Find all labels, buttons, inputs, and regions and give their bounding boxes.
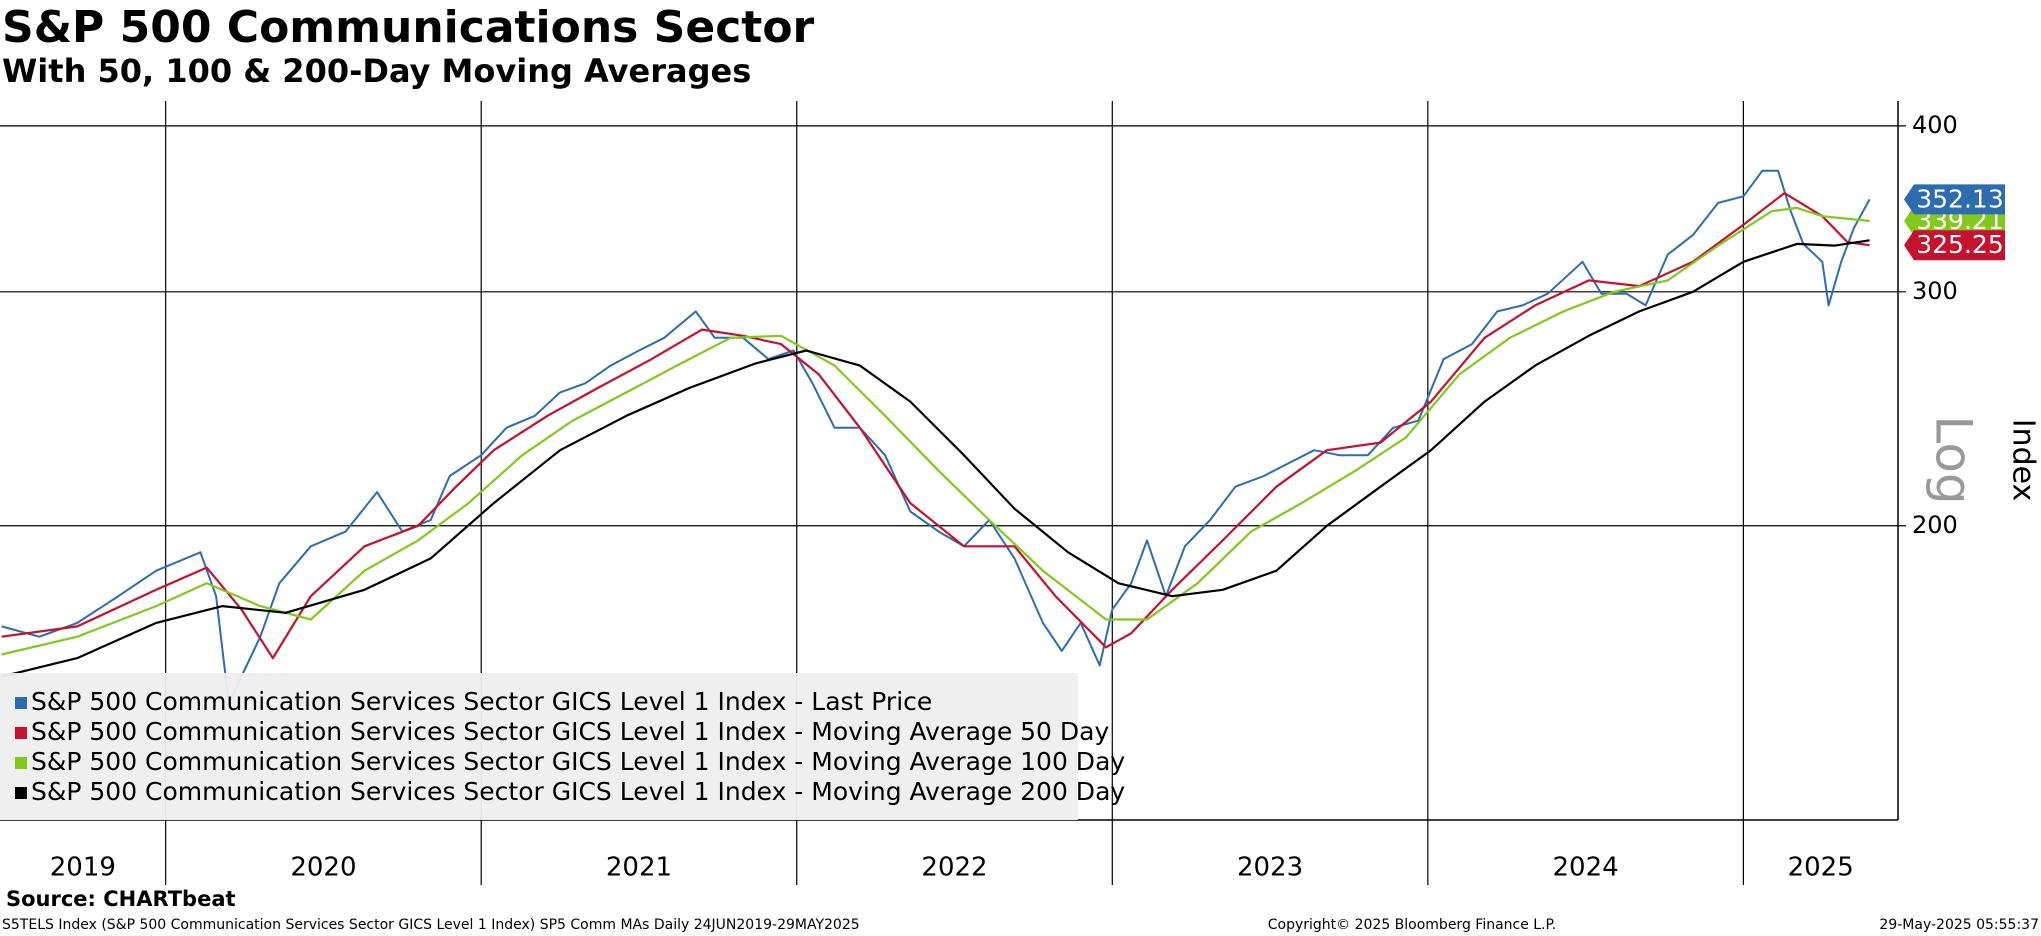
y-tick-label: 200 <box>1912 511 1958 539</box>
x-tick-label: 2022 <box>921 853 987 883</box>
tag-shape <box>1904 184 2005 215</box>
legend-label: S&P 500 Communication Services Sector GI… <box>31 777 1125 806</box>
chart-subtitle: With 50, 100 & 200-Day Moving Averages <box>2 52 751 90</box>
legend-label: S&P 500 Communication Services Sector GI… <box>31 717 1109 746</box>
footer-right: 29-May-2025 05:55:37 <box>1879 917 2039 933</box>
x-tick-label: 2021 <box>606 853 672 883</box>
tag-label: 352.13 <box>1916 184 2003 213</box>
footer-center: Copyright© 2025 Bloomberg Finance L.P. <box>1268 917 1557 933</box>
last-value-tag: 325.25 <box>1904 230 2005 261</box>
scale-label: Log <box>1925 415 1983 504</box>
tag-label: 325.25 <box>1916 230 2003 259</box>
legend-swatch <box>15 757 27 769</box>
y-axis-label: Index <box>2006 419 2041 502</box>
series-line <box>1 169 1871 705</box>
y-tick-label: 300 <box>1912 277 1958 305</box>
y-tick-label: 400 <box>1912 111 1958 139</box>
legend-label: S&P 500 Communication Services Sector GI… <box>31 687 932 716</box>
x-tick-label: 2023 <box>1237 853 1303 883</box>
source: Source: CHARTbeat <box>6 887 236 911</box>
chart-title: S&P 500 Communications Sector <box>2 2 815 53</box>
series-line <box>1 239 1870 678</box>
x-tick-label: 2019 <box>50 853 116 883</box>
legend-swatch <box>15 697 27 709</box>
legend: S&P 500 Communication Services Sector GI… <box>0 673 1125 820</box>
legend-label: S&P 500 Communication Services Sector GI… <box>31 747 1125 776</box>
footer-left: S5TELS Index (S&P 500 Communication Serv… <box>2 917 860 933</box>
x-tick-label: 2025 <box>1788 853 1854 883</box>
tag-shape <box>1904 230 2005 261</box>
legend-swatch <box>15 727 27 739</box>
legend-box <box>0 673 1078 820</box>
series-line <box>1 206 1870 656</box>
legend-swatch <box>15 787 27 799</box>
x-tick-label: 2024 <box>1553 853 1619 883</box>
last-value-tag: 352.13 <box>1904 184 2005 215</box>
series-line <box>1 192 1870 660</box>
x-tick-label: 2020 <box>290 853 356 883</box>
